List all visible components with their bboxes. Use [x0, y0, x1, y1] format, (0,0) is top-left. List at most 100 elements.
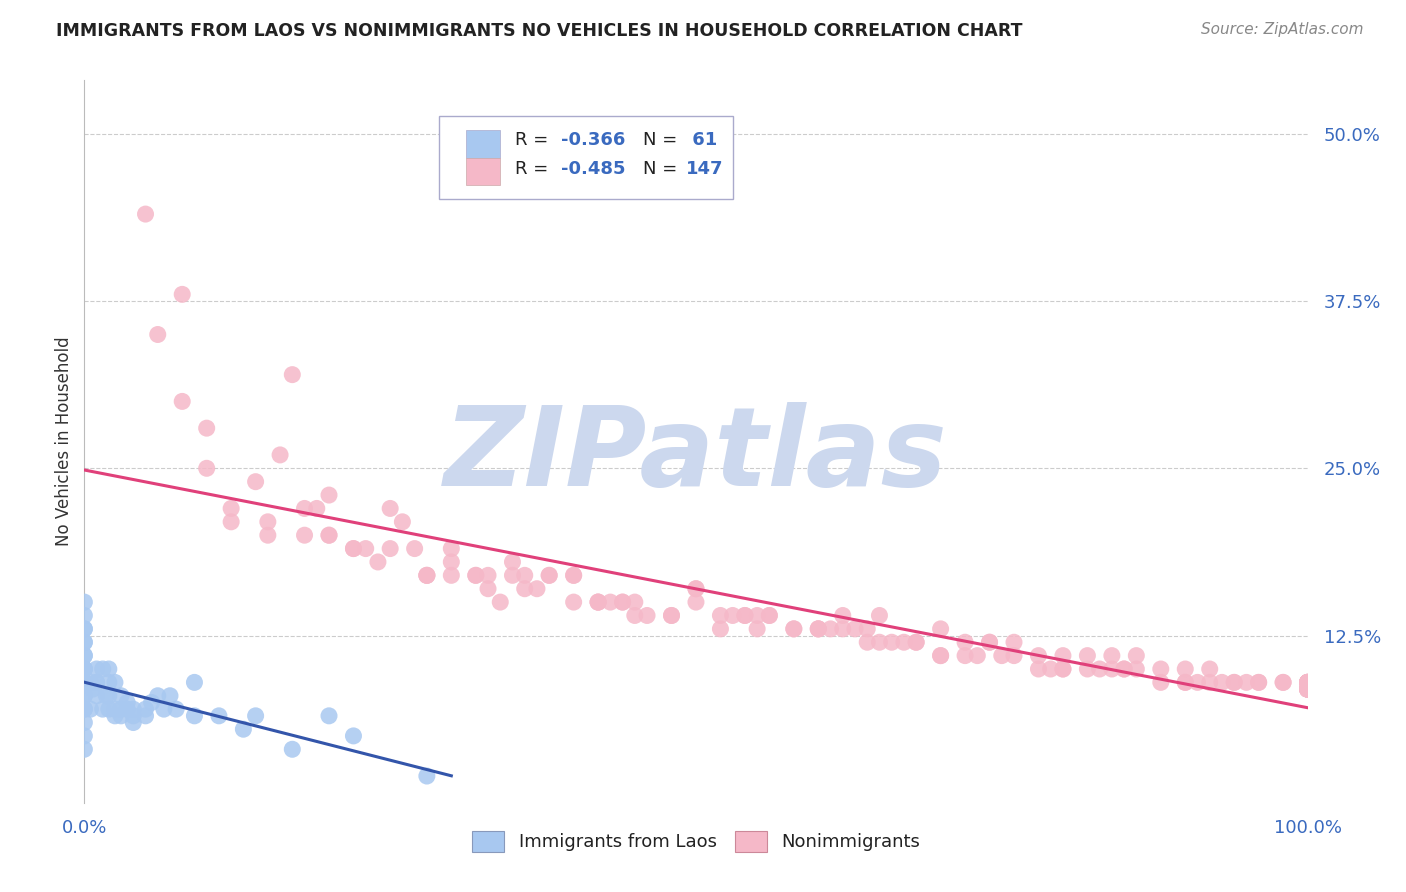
Point: [929, 648, 952, 663]
Point: [281, 368, 304, 382]
Point: [807, 622, 830, 636]
Point: [1187, 675, 1209, 690]
Point: [1236, 675, 1258, 690]
Point: [219, 501, 242, 516]
Point: [122, 702, 145, 716]
Point: [513, 582, 536, 596]
Point: [146, 327, 169, 342]
Point: [318, 528, 340, 542]
Point: [820, 622, 842, 636]
Point: [1002, 635, 1025, 649]
Point: [869, 635, 891, 649]
Point: [661, 608, 683, 623]
Point: [122, 715, 145, 730]
Point: [807, 622, 830, 636]
Point: [1296, 681, 1319, 696]
Point: [783, 622, 806, 636]
Point: [73, 662, 96, 676]
Point: [489, 595, 512, 609]
FancyBboxPatch shape: [465, 130, 501, 158]
Point: [685, 582, 707, 596]
Point: [73, 742, 96, 756]
Point: [342, 729, 364, 743]
Point: [79, 702, 101, 716]
Point: [122, 708, 145, 723]
FancyBboxPatch shape: [439, 117, 733, 200]
Point: [104, 708, 127, 723]
Point: [318, 528, 340, 542]
Point: [661, 608, 683, 623]
Point: [624, 608, 647, 623]
Point: [1296, 675, 1319, 690]
Point: [110, 708, 132, 723]
Point: [905, 635, 928, 649]
Point: [380, 541, 402, 556]
Point: [73, 675, 96, 690]
Point: [464, 568, 486, 582]
Point: [110, 702, 132, 716]
Point: [73, 715, 96, 730]
Point: [115, 702, 138, 716]
Point: [612, 595, 634, 609]
Point: [562, 568, 585, 582]
Point: [538, 568, 561, 582]
Point: [195, 421, 218, 435]
Point: [747, 622, 769, 636]
Point: [416, 568, 439, 582]
Point: [86, 662, 108, 676]
Point: [73, 662, 96, 676]
Point: [1150, 675, 1173, 690]
Point: [513, 568, 536, 582]
Point: [269, 448, 291, 462]
Point: [97, 702, 120, 716]
Point: [685, 595, 707, 609]
Point: [1296, 675, 1319, 690]
Text: IMMIGRANTS FROM LAOS VS NONIMMIGRANTS NO VEHICLES IN HOUSEHOLD CORRELATION CHART: IMMIGRANTS FROM LAOS VS NONIMMIGRANTS NO…: [56, 22, 1022, 40]
FancyBboxPatch shape: [465, 158, 501, 185]
Point: [73, 635, 96, 649]
Point: [416, 568, 439, 582]
Point: [391, 515, 413, 529]
Point: [318, 708, 340, 723]
Legend: Immigrants from Laos, Nonimmigrants: Immigrants from Laos, Nonimmigrants: [464, 823, 928, 859]
Point: [758, 608, 780, 623]
Point: [96, 689, 118, 703]
Point: [257, 515, 280, 529]
Point: [1296, 675, 1319, 690]
Point: [86, 675, 108, 690]
Point: [73, 675, 96, 690]
Point: [1247, 675, 1270, 690]
Text: Source: ZipAtlas.com: Source: ZipAtlas.com: [1201, 22, 1364, 37]
Point: [991, 648, 1014, 663]
Point: [1198, 675, 1220, 690]
Point: [404, 541, 426, 556]
Point: [153, 702, 176, 716]
Point: [1052, 648, 1074, 663]
Point: [416, 568, 439, 582]
Point: [73, 729, 96, 743]
Point: [586, 595, 609, 609]
Point: [79, 675, 101, 690]
Point: [502, 568, 524, 582]
Point: [73, 689, 96, 703]
Point: [73, 648, 96, 663]
Point: [831, 622, 853, 636]
Point: [141, 696, 163, 710]
Point: [1296, 681, 1319, 696]
Point: [636, 608, 658, 623]
Point: [1174, 662, 1197, 676]
Point: [856, 622, 879, 636]
Point: [624, 595, 647, 609]
Point: [73, 608, 96, 623]
Point: [747, 608, 769, 623]
Point: [97, 675, 120, 690]
Point: [953, 648, 976, 663]
Point: [104, 675, 127, 690]
Point: [979, 635, 1001, 649]
Point: [73, 595, 96, 609]
Point: [91, 702, 114, 716]
Point: [305, 501, 328, 516]
Point: [1002, 648, 1025, 663]
Point: [1296, 681, 1319, 696]
Point: [73, 662, 96, 676]
